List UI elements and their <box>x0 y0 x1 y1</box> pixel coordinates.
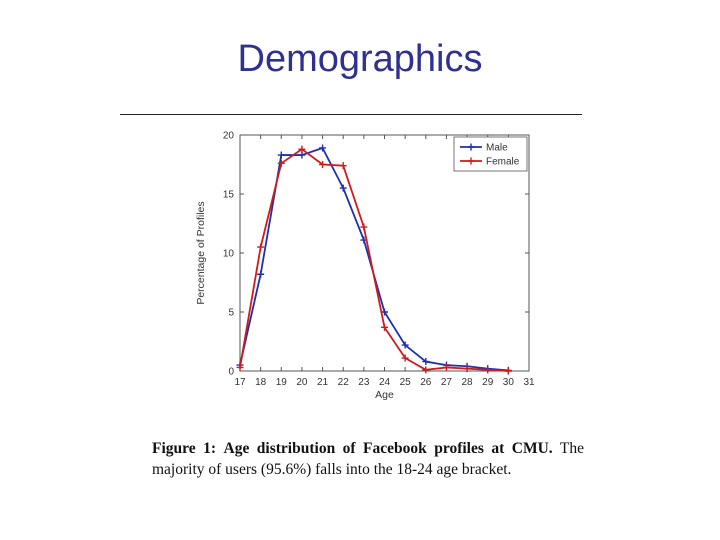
figure-caption: Figure 1: Age distribution of Facebook p… <box>152 438 584 480</box>
data-point-female <box>484 366 492 374</box>
title-underline <box>120 114 582 115</box>
data-point-male <box>401 341 409 349</box>
x-tick-label: 21 <box>317 377 329 388</box>
x-tick-label: 18 <box>255 377 267 388</box>
legend-marker-female <box>467 157 475 165</box>
legend: Male Female <box>453 136 528 172</box>
data-point-female <box>236 363 244 371</box>
data-point-female <box>381 323 388 331</box>
x-tick-label: 17 <box>234 377 246 388</box>
x-tick-label: 24 <box>379 377 391 388</box>
y-tick-label: 0 <box>228 367 234 378</box>
data-point-female <box>422 366 430 374</box>
y-tick-label: 10 <box>223 249 235 260</box>
data-point-female <box>298 145 306 153</box>
data-point-male <box>277 151 285 159</box>
data-point-female <box>442 363 450 371</box>
series-line-male <box>239 147 509 372</box>
data-point-female <box>401 354 409 362</box>
x-tick-label: 30 <box>503 377 515 388</box>
x-tick-label: 27 <box>441 377 453 388</box>
data-point-female <box>463 365 471 373</box>
y-tick-label: 15 <box>223 190 235 201</box>
y-axis-ticks: 0 5 10 15 20 <box>223 131 529 378</box>
data-point-male <box>339 184 347 192</box>
legend-marker-male <box>467 143 475 151</box>
caption-heading: Age distribution of Facebook profiles at… <box>223 440 553 457</box>
series-layer <box>236 144 512 375</box>
x-tick-label: 22 <box>338 377 350 388</box>
y-tick-label: 5 <box>228 308 234 319</box>
data-point-female <box>257 243 265 251</box>
x-tick-label: 19 <box>276 377 288 388</box>
data-point-female <box>277 159 285 167</box>
data-point-female <box>339 162 347 170</box>
x-tick-label: 26 <box>420 377 432 388</box>
caption-label: Figure 1: <box>152 440 217 457</box>
data-point-male <box>298 151 306 159</box>
data-point-male <box>257 270 265 278</box>
x-tick-label: 20 <box>296 377 308 388</box>
data-point-male <box>319 144 327 152</box>
x-tick-label: 31 <box>523 377 535 388</box>
slide-title: Demographics <box>237 38 483 80</box>
y-tick-label: 20 <box>223 131 235 142</box>
x-axis-label: Age <box>375 389 394 401</box>
x-tick-label: 23 <box>358 377 370 388</box>
caption-body: The majority of users (95.6%) falls into… <box>152 440 584 478</box>
legend-label-male: Male <box>486 143 508 154</box>
series-line-female <box>239 148 509 372</box>
x-tick-label: 28 <box>462 377 474 388</box>
x-tick-label: 25 <box>400 377 412 388</box>
data-point-female <box>319 161 327 168</box>
data-point-female <box>360 223 368 231</box>
legend-box <box>453 136 528 172</box>
data-point-female <box>504 367 512 375</box>
legend-label-female: Female <box>486 157 520 168</box>
x-tick-label: 29 <box>482 377 494 388</box>
data-point-male <box>422 358 430 366</box>
y-axis-label: Percentage of Profiles <box>195 201 207 304</box>
series-female <box>236 145 512 375</box>
